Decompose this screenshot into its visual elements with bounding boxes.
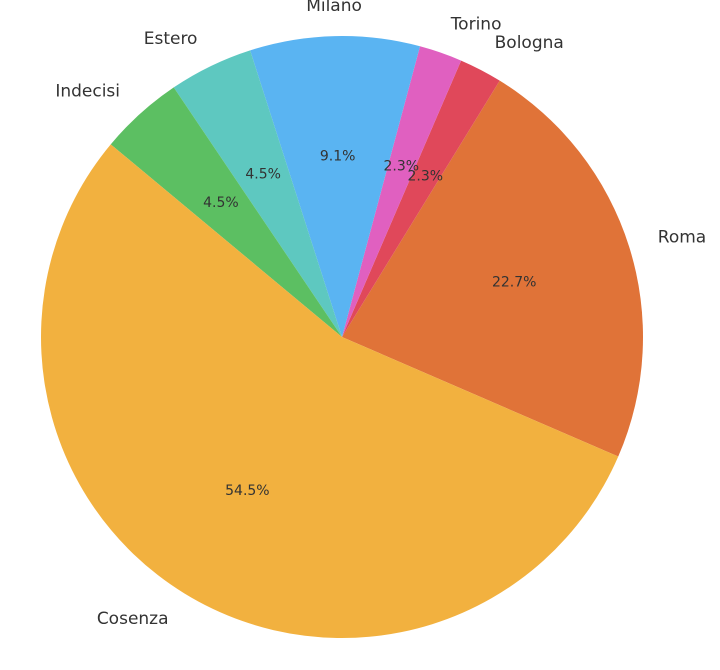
pie-slice — [342, 80, 643, 457]
pie-slice — [342, 46, 462, 338]
pct-label: 4.5% — [203, 195, 239, 211]
pct-label: 4.5% — [245, 167, 281, 183]
pie-slice — [41, 144, 619, 638]
pct-label: 2.3% — [384, 158, 420, 174]
pie-slice — [250, 36, 421, 338]
pie-slice — [110, 87, 342, 338]
pct-label: 9.1% — [320, 148, 356, 164]
slice-label: Roma — [658, 227, 706, 247]
pct-label: 22.7% — [492, 275, 536, 291]
slice-label: Indecisi — [55, 81, 120, 101]
slice-label: Cosenza — [97, 609, 169, 629]
slice-label: Estero — [144, 29, 198, 49]
slice-label: Torino — [450, 14, 502, 34]
pie-slice — [173, 50, 342, 337]
slice-label: Milano — [306, 0, 362, 16]
pct-label: 2.3% — [407, 169, 443, 185]
slice-label: Bologna — [495, 33, 564, 53]
pct-label: 54.5% — [225, 483, 269, 499]
pie-slice — [342, 60, 500, 337]
